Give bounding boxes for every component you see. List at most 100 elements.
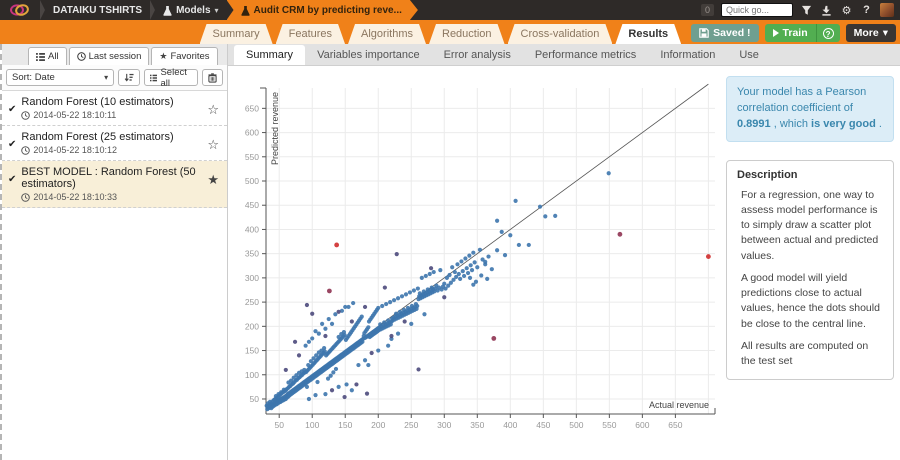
breadcrumb-project[interactable]: DATAIKU TSHIRTS: [45, 0, 150, 20]
models-label: Models: [176, 4, 211, 16]
description-paragraph: All results are computed on the test set: [741, 339, 869, 367]
tab-summary[interactable]: Summary: [200, 24, 273, 44]
svg-text:650: 650: [668, 420, 682, 430]
breadcrumb: DATAIKU TSHIRTS Models ▾ Audit CRM by pr…: [0, 0, 418, 20]
select-all-button[interactable]: Select all: [144, 66, 198, 89]
sidebar-tab-favorites[interactable]: ★ Favorites: [151, 47, 218, 65]
star-icon: ★: [159, 51, 168, 61]
model-timestamp: 2014-05-22 18:10:12: [33, 145, 117, 155]
tab-results[interactable]: Results: [615, 24, 681, 44]
play-icon: [772, 29, 779, 37]
tab-favorites-label: Favorites: [170, 51, 210, 62]
flask-icon: [241, 5, 250, 16]
svg-text:400: 400: [503, 420, 517, 430]
user-avatar[interactable]: [880, 3, 894, 17]
more-button[interactable]: More ▾: [845, 24, 896, 42]
favorite-star-icon[interactable]: ☆: [207, 137, 219, 152]
flask-icon: [163, 5, 172, 16]
model-timestamp: 2014-05-22 18:10:11: [33, 110, 117, 120]
model-list: ✔ Random Forest (10 estimators) 2014-05-…: [2, 91, 227, 460]
help-icon[interactable]: ?: [863, 4, 870, 16]
sort-select[interactable]: Sort: Date ▾: [6, 69, 115, 86]
subtab-variables-importance[interactable]: Variables importance: [317, 49, 420, 61]
tab-last-session-label: Last session: [88, 51, 142, 62]
svg-text:100: 100: [305, 420, 319, 430]
clock-icon: [76, 52, 86, 61]
trash-icon: [208, 72, 217, 83]
analysis-name: Audit CRM by predicting reve...: [253, 4, 402, 16]
svg-text:350: 350: [245, 249, 259, 259]
breadcrumb-separator: [40, 0, 45, 20]
svg-text:250: 250: [245, 297, 259, 307]
tab-all-label: All: [48, 51, 59, 62]
model-item[interactable]: ✔ Random Forest (10 estimators) 2014-05-…: [2, 91, 227, 126]
clock-icon: [21, 145, 31, 155]
quality-label: is very good: [811, 117, 876, 130]
description-paragraph: For a regression, one way to assess mode…: [741, 188, 879, 262]
dataiku-logo[interactable]: [0, 3, 40, 17]
results-subtabs: Summary Variables importance Error analy…: [228, 44, 900, 66]
caret-down-icon: ▾: [882, 27, 888, 39]
model-title: BEST MODEL : Random Forest (50 estimator…: [21, 166, 196, 190]
sidebar-tab-all[interactable]: All: [28, 47, 67, 65]
description-box: Description For a regression, one way to…: [726, 159, 894, 381]
svg-text:200: 200: [371, 420, 385, 430]
svg-text:50: 50: [250, 394, 260, 404]
favorite-star-icon[interactable]: ★: [207, 172, 219, 187]
train-button[interactable]: Train: [764, 24, 816, 42]
results-main: Summary Variables importance Error analy…: [228, 44, 900, 460]
tab-reduction[interactable]: Reduction: [429, 24, 505, 44]
model-item[interactable]: ✔ Random Forest (25 estimators) 2014-05-…: [2, 126, 227, 161]
subtab-performance-metrics[interactable]: Performance metrics: [534, 49, 637, 61]
model-title: Random Forest (10 estimators): [21, 96, 174, 108]
global-navbar: DATAIKU TSHIRTS Models ▾ Audit CRM by pr…: [0, 0, 900, 20]
subtab-summary[interactable]: Summary: [234, 45, 306, 65]
download-icon[interactable]: [820, 4, 833, 17]
sort-amount-icon: [124, 73, 134, 81]
svg-text:500: 500: [245, 176, 259, 186]
favorite-star-icon[interactable]: ☆: [207, 102, 219, 117]
svg-text:300: 300: [245, 273, 259, 283]
subtab-error-analysis[interactable]: Error analysis: [443, 49, 511, 61]
caret-down-icon: ▾: [214, 5, 219, 15]
tab-algorithms[interactable]: Algorithms: [348, 24, 426, 44]
tab-features[interactable]: Features: [276, 24, 345, 44]
scatter-plot: 50 100 150 200 250 300 350 400 450 500 550 600 650 50…: [245, 83, 716, 430]
train-button-group: Train ?: [764, 24, 840, 42]
svg-text:300: 300: [437, 420, 451, 430]
tab-cross-validation[interactable]: Cross-validation: [508, 24, 613, 44]
more-label: More: [853, 27, 879, 39]
notification-badge[interactable]: 0: [700, 4, 714, 16]
saved-button[interactable]: Saved !: [691, 24, 759, 42]
svg-text:450: 450: [245, 200, 259, 210]
project-name: DATAIKU TSHIRTS: [53, 4, 143, 16]
sidebar-tab-last-session[interactable]: Last session: [68, 47, 150, 65]
subtab-information[interactable]: Information: [660, 49, 716, 61]
svg-text:450: 450: [536, 420, 550, 430]
trash-button[interactable]: [202, 69, 223, 86]
svg-text:350: 350: [470, 420, 484, 430]
subtab-use[interactable]: Use: [739, 49, 759, 61]
clock-icon: [21, 110, 31, 120]
check-icon: ✔: [8, 139, 17, 150]
breadcrumb-analysis[interactable]: Audit CRM by predicting reve...: [227, 0, 418, 20]
filter-icon[interactable]: [800, 4, 813, 17]
train-help-button[interactable]: ?: [815, 24, 840, 42]
svg-text:100: 100: [245, 370, 259, 380]
clock-icon: [21, 192, 31, 202]
pearson-infobox: Your model has a Pearson correlation coe…: [726, 76, 894, 142]
select-all-label: Select all: [160, 66, 187, 89]
quick-go-input[interactable]: [721, 3, 793, 17]
sort-order-button[interactable]: [118, 69, 141, 86]
topbar-controls: 0 ⚙ ?: [700, 3, 900, 17]
breadcrumb-models[interactable]: Models ▾: [155, 0, 226, 20]
model-item-selected[interactable]: ✔ BEST MODEL : Random Forest (50 estimat…: [2, 161, 227, 208]
svg-text:250: 250: [404, 420, 418, 430]
list-icon: [36, 52, 45, 61]
model-title: Random Forest (25 estimators): [21, 131, 174, 143]
list-icon: [150, 74, 158, 81]
svg-text:600: 600: [635, 420, 649, 430]
gear-icon[interactable]: ⚙: [841, 4, 852, 17]
summary-content: 50 100 150 200 250 300 350 400 450 500 550 600 650 50…: [228, 66, 900, 438]
description-paragraph: A good model will yield predictions clos…: [741, 271, 880, 330]
